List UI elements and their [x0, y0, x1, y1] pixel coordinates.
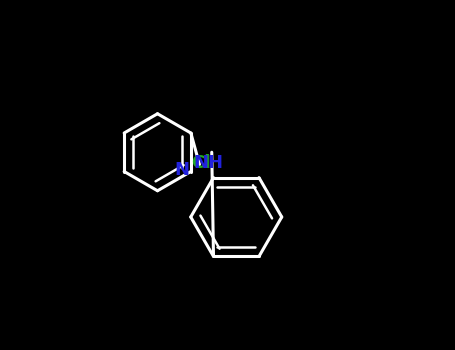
Text: Cl: Cl: [191, 154, 210, 172]
Text: N: N: [174, 161, 189, 179]
Text: NH: NH: [193, 154, 223, 172]
